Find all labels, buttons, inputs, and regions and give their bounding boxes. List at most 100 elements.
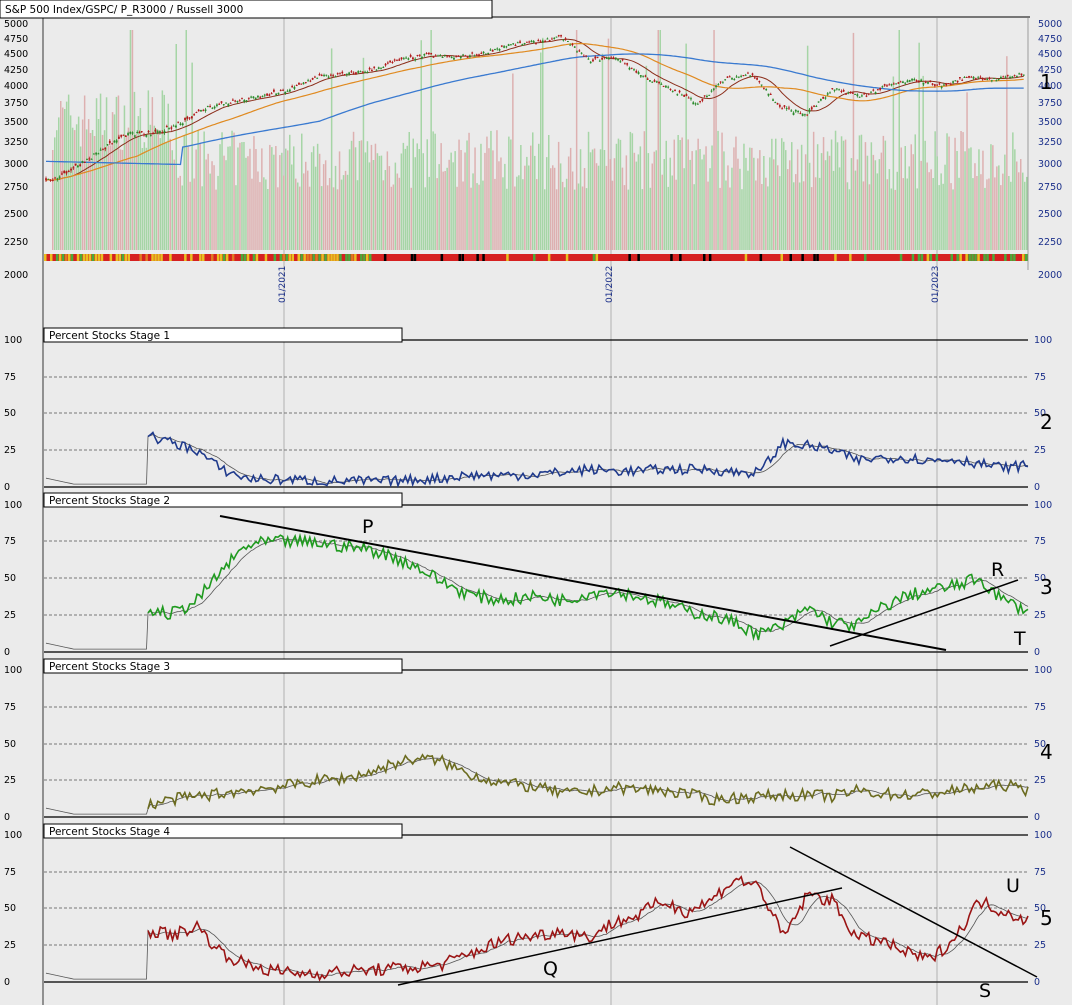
candle-body [644,75,647,77]
volume-bar [942,183,944,250]
candle-body [464,55,467,57]
volume-bar [410,187,412,250]
candle-body [304,82,307,84]
stage-tick-right: 25 [1034,445,1046,456]
signal-stripe-mark [849,254,852,261]
candle-body [824,97,827,99]
signal-stripe-mark [565,254,569,261]
volume-bar [255,149,257,250]
volume-bar [476,183,478,250]
signal-stripe-mark [318,254,321,261]
volume-bar [739,168,741,250]
candle-body [489,49,492,51]
volume-bar [464,152,466,250]
volume-bar [494,178,496,250]
volume-bar [173,159,175,250]
volume-bar [257,171,259,250]
volume-bar [416,143,418,250]
volume-bar [609,159,612,250]
candle-body [815,106,818,108]
volume-bar [518,175,520,250]
candle-body [165,126,168,128]
volume-bar [806,45,809,251]
candle-body [694,103,697,105]
volume-bar [802,181,805,250]
candle-body [819,99,822,101]
signal-stripe-mark [264,254,268,261]
volume-bar [71,127,74,250]
volume-bar [328,178,331,250]
candle-body [448,56,451,58]
candle-body [881,86,884,88]
volume-bar [924,140,926,250]
candle-body [993,77,995,79]
candle-body [833,89,836,91]
candle-body [149,134,152,136]
volume-bar [141,148,144,250]
candle-body [352,72,355,74]
panel-3-number: 3 [1040,575,1053,599]
candle-body [99,149,102,151]
volume-bar [685,43,687,250]
candle-body [658,81,660,84]
candle-body [851,92,854,94]
volume-bar [243,142,245,250]
candle-body [783,105,786,107]
candle-body [74,163,77,166]
volume-bar [711,145,713,250]
volume-bar [291,164,293,250]
candle-body [361,71,364,73]
candle-body [213,106,216,109]
volume-bar [211,161,213,250]
candle-body [920,79,923,82]
volume-bar [779,176,781,250]
candle-body [364,71,366,73]
volume-bar [201,186,203,250]
signal-stripe-mark [628,254,631,261]
candle-body [1002,76,1005,78]
candle-body [947,83,950,85]
stage-3-title-box [43,658,403,674]
candle-body [874,92,877,94]
volume-bar [235,185,237,250]
candle-body [124,135,127,137]
candle-body [899,81,902,83]
signal-stripe-mark [282,254,285,261]
stage-tick-left: 100 [4,665,22,676]
volume-bar [253,136,255,250]
signal-stripe-mark [1022,254,1025,261]
candle-body [516,42,519,44]
stage-tick-right: 0 [1034,647,1040,658]
signal-stripe-mark [222,254,226,261]
signal-stripe-mark [273,254,277,261]
panel-5-number: 5 [1040,906,1053,930]
volume-bar [625,155,628,250]
candle-body [138,131,141,134]
stage-tick-left: 25 [4,940,16,951]
candle-body [127,133,129,136]
candle-body [300,83,303,85]
volume-bar [795,174,797,250]
candle-body [555,36,558,38]
candle-body [277,92,280,94]
candle-body [345,73,348,76]
candle-body [47,178,50,180]
candle-body [334,76,337,78]
volume-bar [595,163,598,250]
candle-body [769,93,772,95]
signal-stripe-mark [61,254,65,261]
volume-bar [251,178,253,250]
volume-bar [117,95,120,250]
volume-bar [1024,181,1026,250]
candle-body [790,110,793,112]
volume-bar [950,183,952,250]
candle-body [503,46,505,48]
signal-stripe-mark [303,254,306,261]
volume-bar [994,177,996,250]
volume-bar [191,62,193,250]
candle-body [439,55,442,57]
candle-body [954,80,957,82]
candle-body [67,170,70,173]
volume-bar [838,167,841,250]
candle-body [915,80,918,82]
